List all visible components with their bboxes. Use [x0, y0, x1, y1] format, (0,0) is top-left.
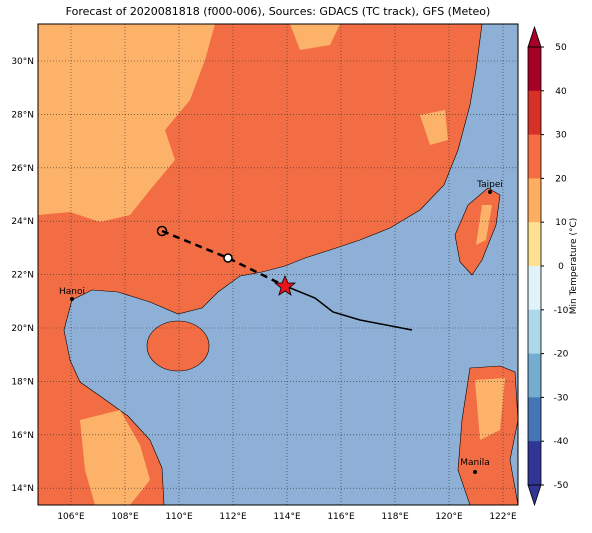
- lon-label: 110°E: [165, 512, 193, 522]
- taiwan-cool: [476, 205, 492, 245]
- colorbar-bin: [528, 266, 541, 311]
- lat-label: 14°N: [11, 484, 34, 494]
- colorbar-bin: [528, 47, 541, 92]
- lat-label: 24°N: [11, 217, 34, 227]
- map-area: [38, 24, 518, 505]
- forecast-track: [161, 229, 284, 287]
- lon-label: 108°E: [111, 512, 139, 522]
- lat-label: 26°N: [11, 164, 34, 174]
- colorbar-bin: [528, 397, 541, 442]
- lon-label: 112°E: [219, 512, 247, 522]
- graticule: [38, 24, 518, 505]
- colorbar-tick-label: -10: [554, 306, 569, 316]
- track-point: [223, 253, 233, 263]
- colorbar-bin: [528, 309, 541, 355]
- lat-label: 16°N: [11, 431, 34, 441]
- colorbar-tick-label: 0: [558, 262, 564, 272]
- colorbar-tick-label: 50: [555, 43, 567, 53]
- lat-label: 22°N: [11, 271, 34, 281]
- cool-land: [80, 410, 150, 505]
- lon-label: 120°E: [435, 512, 463, 522]
- colorbar-bin: [528, 178, 541, 223]
- colorbar: 50 40 30 20 10 0 -10 -20 -30 -40 -50: [527, 25, 569, 507]
- lon-label: 122°E: [489, 512, 517, 522]
- city-label: Hanoi: [59, 287, 85, 297]
- lon-label: 114°E: [273, 512, 301, 522]
- colorbar-tick-label: -50: [554, 481, 569, 491]
- map-title: Forecast of 2020081818 (f000-006), Sourc…: [66, 5, 491, 18]
- cool-land: [38, 24, 215, 222]
- colorbar-tick-label: -20: [554, 350, 569, 360]
- colorbar-bin: [528, 353, 541, 398]
- city-label: Taipei: [476, 180, 503, 190]
- lon-label: 116°E: [327, 512, 355, 522]
- colorbar-tick-label: 10: [555, 218, 567, 228]
- colorbar-tick-label: -30: [554, 393, 569, 403]
- lat-label: 30°N: [11, 57, 34, 67]
- colorbar-bin: [528, 441, 541, 486]
- past-track: [282, 284, 413, 331]
- lon-label: 106°E: [57, 512, 85, 522]
- colorbar-bin: [528, 90, 541, 136]
- track-point: [156, 225, 168, 237]
- colorbar-bin: [528, 222, 541, 267]
- colorbar-tick-label: 40: [555, 87, 567, 97]
- luzon-cool: [475, 378, 505, 440]
- lon-label: 118°E: [381, 512, 409, 522]
- city-marker: [70, 297, 74, 301]
- map-frame: [37, 23, 519, 506]
- colorbar-tick-label: 30: [555, 131, 567, 141]
- colorbar-extend: [527, 25, 542, 48]
- colorbar-tick-label: 20: [555, 174, 567, 184]
- cool-land: [420, 110, 448, 145]
- city-marker: [488, 190, 492, 194]
- lat-label: 18°N: [11, 377, 34, 387]
- city-marker: [473, 470, 477, 474]
- city-label: Manila: [460, 458, 490, 468]
- lat-label: 20°N: [11, 324, 34, 334]
- cool-land: [290, 24, 340, 50]
- lat-label: 28°N: [11, 110, 34, 120]
- colorbar-bin: [528, 134, 541, 179]
- storm-position: [273, 274, 297, 296]
- colorbar-label: Min Temperature (°C): [569, 218, 579, 315]
- colorbar-extend: [527, 484, 542, 507]
- hainan: [146, 320, 210, 372]
- colorbar-tick-label: -40: [554, 437, 569, 447]
